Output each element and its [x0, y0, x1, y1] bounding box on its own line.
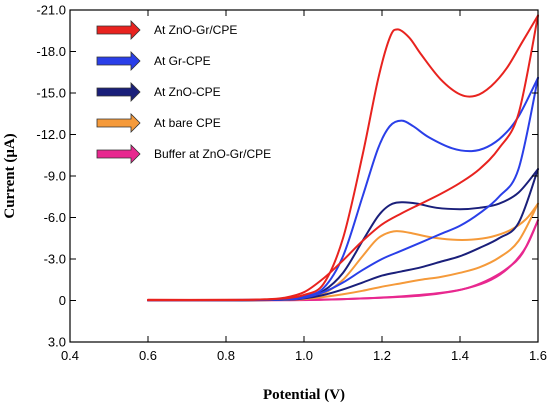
- x-tick-label: 1.6: [529, 348, 547, 363]
- legend-label: At bare CPE: [154, 116, 221, 130]
- series-at-zno-gr-cpe-reverse-line: [147, 14, 539, 302]
- x-tick-label: 0.4: [61, 348, 79, 363]
- series-at-gr-cpe-reverse-line: [147, 76, 539, 302]
- legend-item-at-gr-cpe: At Gr-CPE: [96, 51, 211, 71]
- y-tick-label: 0: [59, 293, 66, 308]
- x-tick-label: 1.2: [373, 348, 391, 363]
- legend: At ZnO-Gr/CPE At Gr-CPE At ZnO-CPE At bare …: [96, 20, 271, 164]
- y-tick-label: -12.0: [36, 127, 66, 142]
- series-at-bare-cpe-forward-line: [147, 202, 539, 302]
- legend-item-buffer-at-zno-gr-cpe: Buffer at ZnO-Gr/CPE: [96, 144, 271, 164]
- y-axis-title: Current (μA): [2, 133, 18, 218]
- legend-label: At Gr-CPE: [154, 54, 211, 68]
- legend-item-at-zno-gr-cpe: At ZnO-Gr/CPE: [96, 20, 237, 40]
- y-tick-label: 3.0: [48, 335, 66, 350]
- x-tick-label: 1.0: [295, 348, 313, 363]
- y-tick-label: -21.0: [36, 3, 66, 18]
- legend-item-at-bare-cpe: At bare CPE: [96, 113, 221, 133]
- y-tick-label: -9.0: [44, 169, 66, 184]
- x-tick-label: 0.6: [139, 348, 157, 363]
- tick-layer: 0.4 0.6 0.8 1.0 1.2 1.4 1.6 -21.0 -18.0 -15.0 -12.…: [36, 3, 547, 364]
- legend-label: Buffer at ZnO-Gr/CPE: [154, 147, 271, 161]
- legend-arrow-icon: [96, 20, 141, 40]
- y-tick-label: -15.0: [36, 86, 66, 101]
- legend-label: At ZnO-CPE: [154, 85, 221, 99]
- y-tick-label: -3.0: [44, 252, 66, 267]
- x-axis-title: Potential (V): [263, 387, 345, 403]
- legend-item-at-zno-cpe: At ZnO-CPE: [96, 82, 221, 102]
- series-at-zno-gr-cpe: [147, 14, 539, 302]
- series-at-bare-cpe-reverse-line: [147, 202, 539, 302]
- legend-arrow-icon: [96, 82, 141, 102]
- y-tick-label: -18.0: [36, 44, 66, 59]
- legend-label: At ZnO-Gr/CPE: [154, 23, 237, 37]
- x-tick-label: 1.4: [451, 348, 469, 363]
- series-at-bare-cpe: [147, 202, 539, 302]
- legend-arrow-icon: [96, 51, 141, 71]
- legend-arrow-icon: [96, 113, 141, 133]
- legend-arrow-icon: [96, 144, 141, 164]
- series-layer: [147, 14, 539, 302]
- y-tick-label: -6.0: [44, 210, 66, 225]
- x-tick-label: 0.8: [217, 348, 235, 363]
